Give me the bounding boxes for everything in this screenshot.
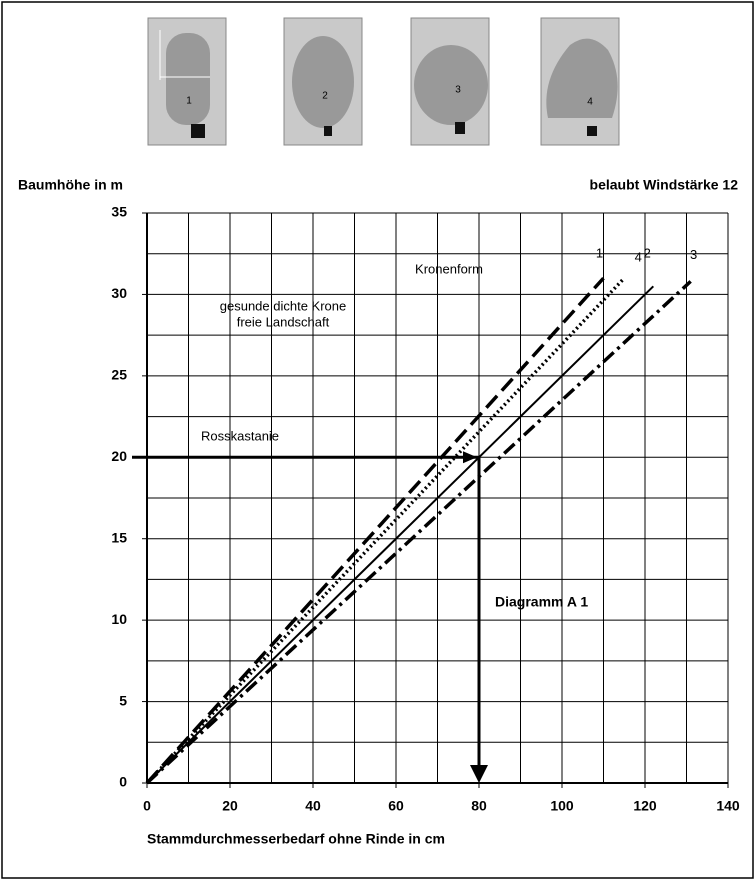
x-tick-label: 40 bbox=[305, 798, 321, 814]
x-tick-label: 120 bbox=[633, 798, 657, 814]
frame bbox=[2, 2, 753, 878]
series-label: 3 bbox=[690, 247, 697, 262]
crown-label: 1 bbox=[186, 96, 192, 107]
subtitle: belaubt Windstärke 12 bbox=[590, 177, 739, 193]
annotation: gesunde dichte Krone bbox=[220, 298, 346, 313]
y-tick-label: 25 bbox=[111, 367, 127, 383]
trunk bbox=[324, 126, 332, 136]
crown-shape bbox=[292, 36, 354, 128]
y-axis-label: Baumhöhe in m bbox=[18, 177, 123, 193]
chart-title: Diagramm A 1 bbox=[495, 594, 588, 610]
legend-title: Kronenform bbox=[415, 261, 483, 276]
annotation: freie Landschaft bbox=[237, 314, 330, 329]
series-label: 1 bbox=[596, 246, 603, 261]
y-tick-label: 20 bbox=[111, 448, 127, 464]
series-label: 4 bbox=[635, 250, 642, 265]
y-tick-label: 0 bbox=[119, 774, 127, 790]
x-tick-label: 20 bbox=[222, 798, 238, 814]
chart: Baumhöhe in m belaubt Windstärke 12 Stam… bbox=[0, 0, 756, 881]
y-tick-label: 15 bbox=[111, 529, 127, 545]
crown-label: 4 bbox=[587, 97, 593, 108]
y-tick-label: 10 bbox=[111, 611, 127, 627]
y-tick-label: 35 bbox=[111, 204, 127, 220]
y-tick-label: 30 bbox=[111, 285, 127, 301]
crown-shape bbox=[414, 45, 488, 125]
series-label: 2 bbox=[644, 246, 651, 261]
trunk bbox=[191, 124, 205, 138]
crown-label: 3 bbox=[455, 85, 461, 96]
x-tick-label: 80 bbox=[471, 798, 487, 814]
crown-shape bbox=[166, 33, 210, 125]
annotation: Rosskastanie bbox=[201, 428, 279, 443]
trunk bbox=[455, 122, 465, 134]
y-tick-label: 5 bbox=[119, 692, 127, 708]
x-tick-label: 60 bbox=[388, 798, 404, 814]
x-tick-label: 140 bbox=[716, 798, 740, 814]
trunk bbox=[587, 126, 597, 136]
x-tick-label: 100 bbox=[550, 798, 574, 814]
x-tick-label: 0 bbox=[143, 798, 151, 814]
x-axis-label: Stammdurchmesserbedarf ohne Rinde in cm bbox=[147, 831, 445, 847]
crown-label: 2 bbox=[322, 91, 328, 102]
